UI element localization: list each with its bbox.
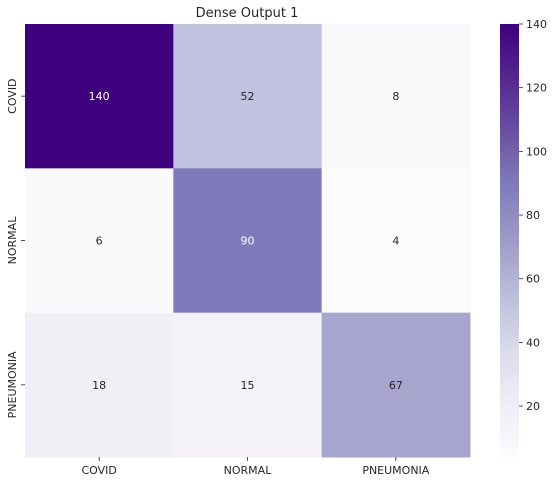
- x-axis: COVID NORMAL PNEUMONIA: [81, 457, 430, 477]
- colorbar-tick-label-5: 120: [526, 82, 547, 95]
- heatmap-cell-1-2: [321, 168, 471, 314]
- colorbar-tick-label-1: 40: [526, 336, 540, 349]
- x-tick-label-1: NORMAL: [224, 464, 273, 477]
- y-tick-label-1: NORMAL: [6, 216, 19, 265]
- colorbar-tick-label-3: 80: [526, 209, 540, 222]
- heatmap-cell-0-1: [173, 24, 323, 169]
- x-tick-label-2: PNEUMONIA: [362, 464, 429, 477]
- heatmap-cell-0-2: [321, 24, 471, 169]
- heatmap-cell-2-1: [173, 312, 323, 458]
- cell-value-1-2: 4: [392, 235, 399, 248]
- heatmap-cell-1-0: [25, 168, 174, 314]
- colorbar: 20 40 60 80 100 120 140: [500, 18, 547, 457]
- cell-value-1-1: 90: [241, 235, 255, 248]
- heatmap-cell-labels: 140 52 8 6 90 4 18 15 67: [89, 90, 403, 392]
- cell-value-0-0: 140: [89, 90, 110, 103]
- y-axis: COVID NORMAL PNEUMONIA: [6, 78, 25, 418]
- cell-value-2-2: 67: [389, 379, 403, 392]
- cell-value-2-1: 15: [241, 379, 255, 392]
- colorbar-gradient: [500, 24, 519, 457]
- x-tick-label-0: COVID: [81, 464, 116, 477]
- cell-value-2-0: 18: [92, 379, 106, 392]
- heatmap-cells: [25, 24, 471, 458]
- cell-value-1-0: 6: [96, 235, 103, 248]
- y-tick-label-2: PNEUMONIA: [6, 351, 19, 418]
- heatmap-cell-0-0: [25, 24, 174, 169]
- colorbar-tick-label-0: 20: [526, 400, 540, 413]
- colorbar-tick-label-2: 60: [526, 273, 540, 286]
- cell-value-0-1: 52: [241, 90, 255, 103]
- colorbar-tick-label-4: 100: [526, 145, 547, 158]
- heatmap-cell-2-2: [321, 312, 471, 458]
- cell-value-0-2: 8: [392, 90, 399, 103]
- y-tick-label-0: COVID: [6, 78, 19, 113]
- chart-title: Dense Output 1: [196, 6, 299, 21]
- colorbar-tick-label-6: 140: [526, 18, 547, 31]
- heatmap-cell-1-1: [173, 168, 323, 314]
- heatmap-cell-2-0: [25, 312, 174, 458]
